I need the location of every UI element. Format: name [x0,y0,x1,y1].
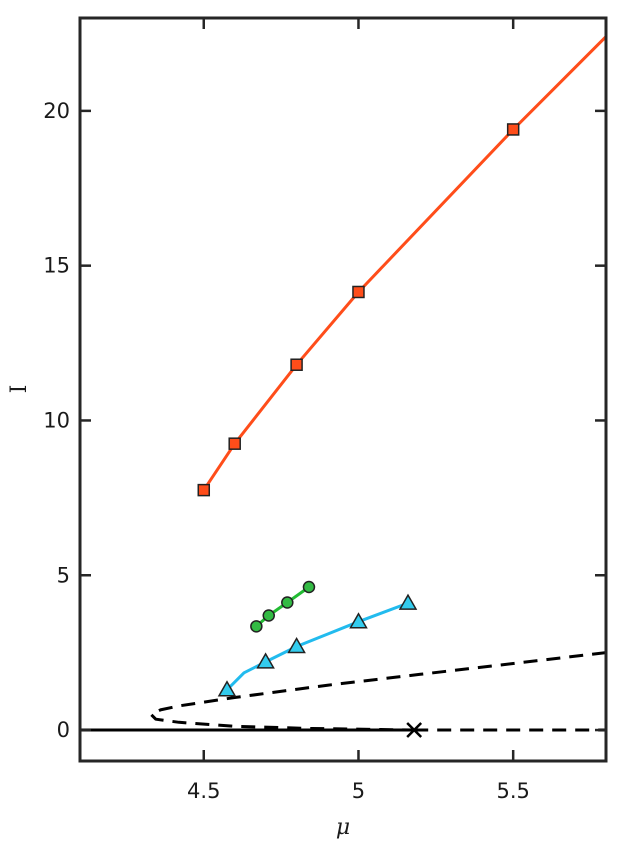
series-0-point [197,483,211,497]
series-1-point [281,596,294,609]
x-tick-label: 5.5 [496,779,529,803]
plot-background [80,18,606,761]
y-tick-label: 0 [57,718,70,742]
series-0-point [352,285,365,299]
x-axis-label: μ [336,815,350,840]
y-tick-label: 10 [43,408,70,432]
x-tick-label: 5 [352,779,365,803]
plot-frame [78,16,608,763]
y-tick-label: 5 [57,563,70,587]
axes [78,16,608,763]
series-0-point [290,358,303,371]
series-2-point [256,652,275,669]
ticks: 4.5 5 5.5 0 5 10 15 20 [43,18,606,803]
series-2-point [349,612,368,629]
series-2-point [287,636,306,654]
y-tick-label: 20 [43,99,70,123]
series-1-point [262,609,275,622]
series-1-line [255,585,310,628]
series-0-point [228,437,241,450]
series-1-point [250,620,263,633]
series-lines [80,35,606,732]
y-axis-label: I [7,385,32,394]
series-0-point [506,123,520,136]
series-1-point [302,580,316,594]
series-markers [197,123,520,738]
y-tick-label: 15 [43,254,70,278]
series-3-line [149,651,606,732]
series-2-point [398,593,418,610]
series-2-point [217,680,237,697]
x-tick-label: 4.5 [187,779,220,803]
bifurcation-x-marker [406,722,423,738]
series-0-line [202,35,606,491]
